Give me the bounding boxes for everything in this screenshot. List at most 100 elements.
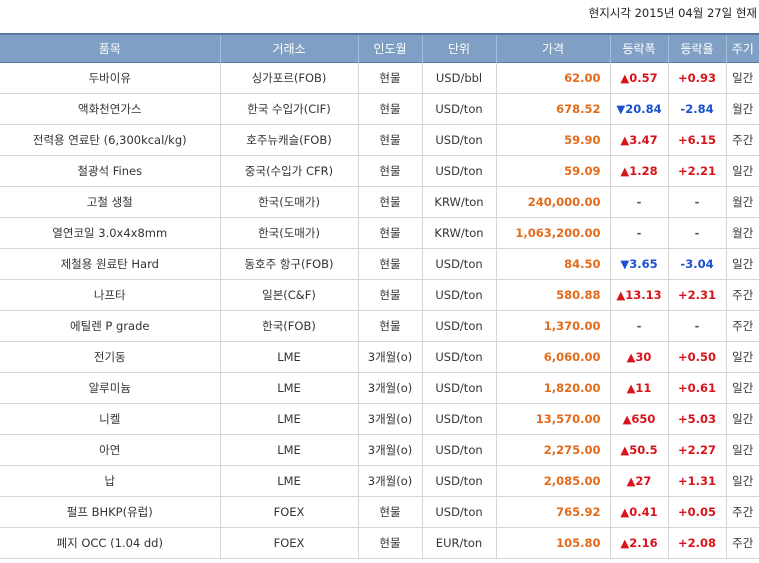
item-cell: 니켈 <box>0 403 221 435</box>
table-row[interactable]: 납 LME 3개월(o) USD/ton 2,085.00 ▲27 +1.31 일간 <box>0 465 759 497</box>
item-cell: 두바이유 <box>0 62 221 94</box>
exchange-cell: LME <box>220 372 359 404</box>
unit-cell: USD/ton <box>422 93 497 125</box>
rate-cell: +2.21 <box>668 155 727 187</box>
rate-cell: +0.05 <box>668 496 727 528</box>
delivery-cell: 3개월(o) <box>358 465 423 497</box>
table-row[interactable]: 철광석 Fines 중국(수입가 CFR) 현물 USD/ton 59.09 ▲1.28 +… <box>0 155 759 187</box>
table-row[interactable]: 에틸렌 P grade 한국(FOB) 현물 USD/ton 1,370.00- - 주간 <box>0 310 759 342</box>
price-cell: 105.80 <box>496 527 611 559</box>
delivery-cell: 3개월(o) <box>358 403 423 435</box>
unit-cell: USD/ton <box>422 372 497 404</box>
item-cell: 나프타 <box>0 279 221 311</box>
column-header-delivery[interactable]: 인도월 <box>358 34 423 63</box>
change-cell: ▲2.16 <box>610 527 669 559</box>
exchange-cell: 한국(FOB) <box>220 310 359 342</box>
table-row[interactable]: 전력용 연료탄 (6,300kcal/kg) 호주뉴캐슬(FOB) 현물 USD/to… <box>0 124 759 156</box>
table-row[interactable]: 나프타 일본(C&F) 현물 USD/ton 580.88 ▲13.13 +2.31 주간 <box>0 279 759 311</box>
cycle-cell: 주간 <box>726 496 759 528</box>
cycle-cell: 일간 <box>726 372 759 404</box>
column-header-cycle[interactable]: 주기 <box>726 34 759 63</box>
unit-cell: USD/ton <box>422 248 497 280</box>
delivery-cell: 현물 <box>358 217 423 249</box>
price-cell: 62.00 <box>496 62 611 94</box>
exchange-cell: 한국(도매가) <box>220 186 359 218</box>
rate-cell: +5.03 <box>668 403 727 435</box>
unit-cell: USD/ton <box>422 496 497 528</box>
change-cell: ▲3.47 <box>610 124 669 156</box>
delivery-cell: 3개월(o) <box>358 341 423 373</box>
table-row[interactable]: 제철용 원료탄 Hard 동호주 항구(FOB) 현물 USD/ton 84.50 ▼3.… <box>0 248 759 280</box>
unit-cell: USD/ton <box>422 465 497 497</box>
exchange-cell: 한국 수입가(CIF) <box>220 93 359 125</box>
change-cell: ▼20.84 <box>610 93 669 125</box>
rate-cell: -3.04 <box>668 248 727 280</box>
item-cell: 고철 생철 <box>0 186 221 218</box>
price-cell: 580.88 <box>496 279 611 311</box>
change-cell: ▲1.28 <box>610 155 669 187</box>
table-row[interactable]: 펄프 BHKP(유럽) FOEX 현물 USD/ton 765.92 ▲0.41 +0.05… <box>0 496 759 528</box>
item-cell: 아연 <box>0 434 221 466</box>
column-header-item[interactable]: 품목 <box>0 34 221 63</box>
cycle-cell: 월간 <box>726 186 759 218</box>
delivery-cell: 현물 <box>358 93 423 125</box>
change-cell: ▲27 <box>610 465 669 497</box>
table-row[interactable]: 고철 생철 한국(도매가) 현물 KRW/ton 240,000.00- - 월간 <box>0 186 759 218</box>
delivery-cell: 현물 <box>358 124 423 156</box>
table-row[interactable]: 액화천연가스 한국 수입가(CIF) 현물 USD/ton 678.52 ▼20.84 -2… <box>0 93 759 125</box>
table-row[interactable]: 두바이유 싱가포르(FOB) 현물 USD/bbl 62.00 ▲0.57 +0.93 일간 <box>0 62 759 94</box>
rate-cell: +0.50 <box>668 341 727 373</box>
item-cell: 열연코일 3.0x4x8mm <box>0 217 221 249</box>
rate-cell: - <box>668 186 727 218</box>
price-cell: 2,085.00 <box>496 465 611 497</box>
table-row[interactable]: 전기동 LME 3개월(o) USD/ton 6,060.00 ▲30 +0.50 일간 <box>0 341 759 373</box>
exchange-cell: LME <box>220 341 359 373</box>
price-cell: 13,570.00 <box>496 403 611 435</box>
price-cell: 678.52 <box>496 93 611 125</box>
rate-cell: +6.15 <box>668 124 727 156</box>
rate-cell: +2.31 <box>668 279 727 311</box>
cycle-cell: 주간 <box>726 124 759 156</box>
table-row[interactable]: 알루미늄 LME 3개월(o) USD/ton 1,820.00 ▲11 +0.61 일간 <box>0 372 759 404</box>
change-cell: ▲0.41 <box>610 496 669 528</box>
price-cell: 84.50 <box>496 248 611 280</box>
table-row[interactable]: 아연 LME 3개월(o) USD/ton 2,275.00 ▲50.5 +2.27 일간 <box>0 434 759 466</box>
column-header-change[interactable]: 등락폭 <box>610 34 669 63</box>
change-cell: ▲50.5 <box>610 434 669 466</box>
item-cell: 액화천연가스 <box>0 93 221 125</box>
cycle-cell: 주간 <box>726 527 759 559</box>
exchange-cell: 한국(도매가) <box>220 217 359 249</box>
cycle-cell: 월간 <box>726 217 759 249</box>
change-cell: - <box>610 186 669 218</box>
item-cell: 제철용 원료탄 Hard <box>0 248 221 280</box>
unit-cell: USD/ton <box>422 341 497 373</box>
price-cell: 765.92 <box>496 496 611 528</box>
exchange-cell: 싱가포르(FOB) <box>220 62 359 94</box>
item-cell: 폐지 OCC (1.04 dd) <box>0 527 221 559</box>
exchange-cell: FOEX <box>220 496 359 528</box>
delivery-cell: 현물 <box>358 279 423 311</box>
cycle-cell: 일간 <box>726 248 759 280</box>
exchange-cell: 동호주 항구(FOB) <box>220 248 359 280</box>
unit-cell: KRW/ton <box>422 217 497 249</box>
column-header-unit[interactable]: 단위 <box>422 34 497 63</box>
rate-cell: +1.31 <box>668 465 727 497</box>
exchange-cell: LME <box>220 465 359 497</box>
cycle-cell: 일간 <box>726 434 759 466</box>
unit-cell: USD/ton <box>422 155 497 187</box>
unit-cell: USD/ton <box>422 124 497 156</box>
table-row[interactable]: 열연코일 3.0x4x8mm 한국(도매가) 현물 KRW/ton 1,063,200.… <box>0 217 759 249</box>
price-cell: 2,275.00 <box>496 434 611 466</box>
cycle-cell: 일간 <box>726 465 759 497</box>
table-row[interactable]: 니켈 LME 3개월(o) USD/ton 13,570.00 ▲650 +5.03 일간 <box>0 403 759 435</box>
rate-cell: +0.93 <box>668 62 727 94</box>
column-header-exchange[interactable]: 거래소 <box>220 34 359 63</box>
unit-cell: USD/ton <box>422 310 497 342</box>
table-row[interactable]: 폐지 OCC (1.04 dd) FOEX 현물 EUR/ton 105.80 ▲2.16… <box>0 527 759 559</box>
change-cell: ▼3.65 <box>610 248 669 280</box>
unit-cell: USD/ton <box>422 279 497 311</box>
rate-cell: - <box>668 217 727 249</box>
column-header-rate[interactable]: 등락율 <box>668 34 727 63</box>
exchange-cell: LME <box>220 403 359 435</box>
column-header-price[interactable]: 가격 <box>496 34 611 63</box>
